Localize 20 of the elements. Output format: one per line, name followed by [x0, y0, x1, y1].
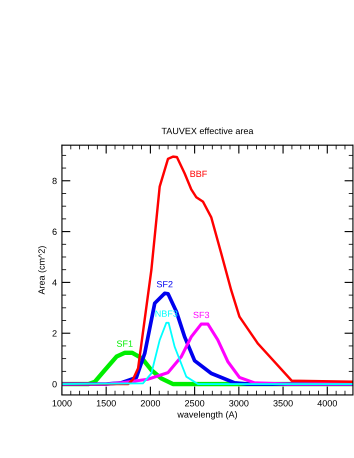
series-label: BBF — [190, 170, 207, 177]
x-tick-label: 4000 — [317, 400, 337, 406]
y-axis-title: Area (cm^2) — [38, 246, 47, 295]
x-tick-label: 1500 — [96, 400, 116, 406]
y-tick-label: 4 — [52, 279, 57, 286]
series-label: SF2 — [156, 280, 173, 288]
x-tick-label: 2000 — [140, 400, 160, 406]
y-tick-label: 0 — [52, 381, 57, 388]
x-tick-label: 1000 — [52, 400, 72, 406]
x-axis-title: wavelength (A) — [177, 411, 237, 420]
chart-title: TAUVEX effective area — [162, 128, 254, 134]
series-label: SF3 — [193, 312, 210, 318]
y-tick-label: 2 — [52, 330, 57, 336]
x-tick-label: 3500 — [273, 400, 293, 406]
series-label: SF1 — [116, 340, 133, 347]
y-tick-label: 8 — [52, 178, 57, 184]
line-series — [62, 155, 353, 386]
x-tick-label: 3000 — [229, 400, 249, 406]
y-tick-label: 6 — [52, 228, 57, 235]
x-tick-label: 2500 — [185, 400, 204, 406]
